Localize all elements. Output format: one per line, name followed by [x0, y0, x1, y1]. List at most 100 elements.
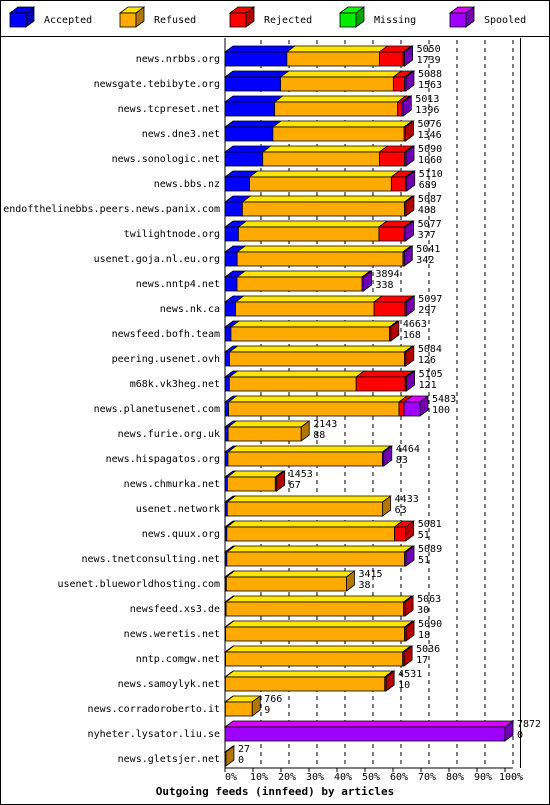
- bar-segment: [390, 176, 406, 192]
- legend-swatch: [449, 12, 467, 28]
- total-label: 4464: [396, 444, 420, 455]
- category-label: news.hispagatos.org: [106, 454, 220, 465]
- category-label: news.nk.ca: [160, 304, 220, 315]
- x-tick-label: 30%: [306, 772, 324, 783]
- accepted-label: 689: [419, 180, 437, 191]
- total-label: 7872: [517, 719, 541, 730]
- bar-segment: [225, 576, 347, 592]
- bar-segment: [224, 726, 506, 742]
- bar-segment: [225, 651, 404, 667]
- category-label: news.tcpreset.net: [118, 104, 220, 115]
- bar-segment: [228, 401, 400, 417]
- bar-segment: [394, 526, 407, 542]
- x-tick-label: 90%: [474, 772, 492, 783]
- bar-segment: [226, 476, 276, 492]
- bar-segment-top: [226, 445, 392, 453]
- total-label: 5077: [418, 219, 442, 230]
- bar-segment: [224, 276, 238, 292]
- accepted-label: 18: [418, 630, 430, 641]
- category-label: usenet.goja.nl.eu.org: [94, 254, 220, 265]
- bar-segment: [229, 351, 405, 367]
- accepted-label: 1346: [418, 130, 442, 141]
- bar-segment-top: [271, 120, 414, 128]
- bar-side: [385, 670, 395, 692]
- total-label: 5090: [418, 144, 442, 155]
- bar-side: [404, 45, 414, 67]
- accepted-label: 121: [419, 380, 437, 391]
- bar-segment: [236, 276, 363, 292]
- bar-side: [405, 520, 415, 542]
- accepted-label: 1739: [417, 55, 441, 66]
- bar-segment: [226, 526, 395, 542]
- bar-segment: [230, 326, 390, 342]
- bar-segment-top: [224, 670, 394, 678]
- accepted-label: 0: [517, 730, 523, 741]
- accepted-label: 377: [418, 230, 436, 241]
- bar-side: [405, 295, 415, 317]
- bar-segment-top: [285, 45, 389, 53]
- bar-side: [135, 6, 145, 28]
- bar-segment: [224, 251, 238, 267]
- bar-side: [405, 120, 414, 142]
- accepted-label: 1060: [418, 155, 442, 166]
- bar-segment: [224, 376, 230, 392]
- legend-swatch: [119, 12, 137, 28]
- bar-segment: [224, 101, 276, 117]
- bar-segment-top: [235, 245, 413, 253]
- bar-segment-top: [227, 395, 409, 403]
- accepted-label: 342: [416, 255, 434, 266]
- total-label: 4531: [398, 669, 422, 680]
- total-label: 5081: [418, 519, 442, 530]
- bar-segment-top: [223, 45, 297, 53]
- total-label: 5090: [418, 619, 442, 630]
- bar-segment: [397, 101, 403, 117]
- bar-side: [346, 570, 355, 592]
- bar-segment: [398, 401, 405, 417]
- bar-segment: [224, 76, 282, 92]
- legend-label: Refused: [154, 15, 196, 26]
- bar-side: [355, 6, 365, 28]
- bar-segment-top: [226, 495, 392, 503]
- bar-segment-top: [273, 95, 407, 103]
- bar-side: [405, 145, 415, 167]
- accepted-label: 63: [395, 505, 407, 516]
- total-label: 4663: [403, 319, 427, 330]
- total-label: 5013: [415, 94, 439, 105]
- total-label: 5088: [418, 69, 442, 80]
- bar-segment-top: [225, 545, 414, 553]
- bar-side: [383, 445, 393, 467]
- bar-segment: [224, 351, 230, 367]
- x-tick-label: 20%: [278, 772, 296, 783]
- total-label: 2143: [313, 419, 337, 430]
- bar-segment-top: [235, 270, 372, 278]
- total-label: 27: [238, 744, 250, 755]
- bar-segment: [378, 226, 405, 242]
- accepted-label: 88: [313, 430, 325, 441]
- total-label: 5097: [418, 294, 442, 305]
- bar-segment: [238, 226, 380, 242]
- bar-segment: [373, 301, 406, 317]
- legend-swatch: [229, 12, 247, 28]
- category-label: m68k.vk3heg.net: [130, 379, 220, 390]
- bar-side: [405, 70, 415, 92]
- bar-segment: [227, 451, 383, 467]
- bar-side: [405, 220, 414, 242]
- bar-segment-top: [223, 95, 284, 103]
- total-label: 5105: [419, 369, 443, 380]
- x-tick-label: 50%: [362, 772, 380, 783]
- bar-segment: [225, 601, 405, 617]
- bar-segment-top: [224, 645, 412, 653]
- accepted-label: 51: [418, 555, 430, 566]
- total-label: 5110: [419, 169, 443, 180]
- bar-segment: [355, 376, 406, 392]
- bar-segment-top: [223, 70, 290, 78]
- bar-segment-top: [237, 220, 389, 228]
- bar-segment: [224, 226, 239, 242]
- accepted-label: 297: [418, 305, 436, 316]
- legend-label: Missing: [374, 15, 416, 26]
- bar-segment-top: [225, 570, 356, 578]
- category-label: newsfeed.bofh.team: [112, 329, 220, 340]
- bar-segment-top: [354, 370, 415, 378]
- category-label: twilightnode.org: [124, 229, 220, 240]
- bar-side: [405, 195, 415, 217]
